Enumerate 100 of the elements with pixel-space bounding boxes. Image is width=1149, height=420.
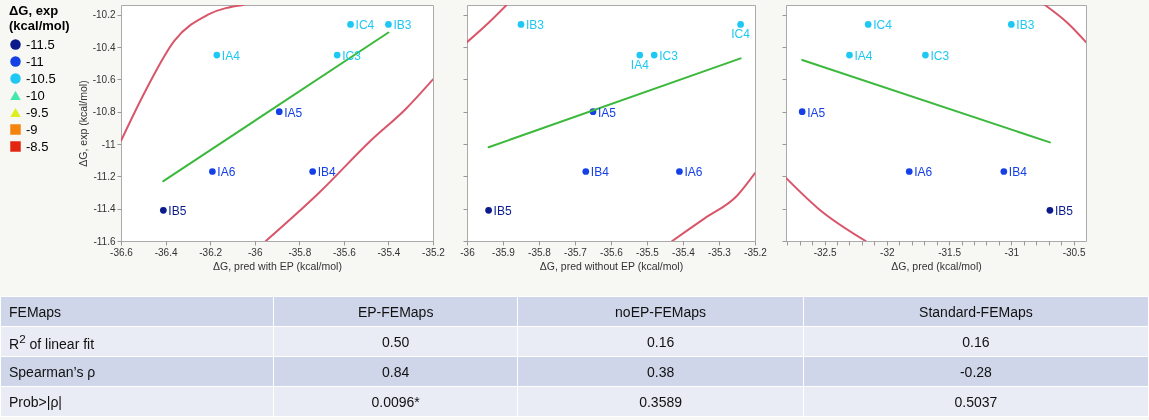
text: 0.38 (646, 363, 675, 380)
text: -0.28 (959, 363, 992, 380)
category-label: Spearman’s ρ (9, 363, 96, 380)
x-tick-label: -31.5 (938, 246, 962, 258)
data-label: IA4 (221, 49, 241, 64)
data-label: IA5 (598, 105, 617, 120)
data-label: IB5 (493, 204, 512, 219)
x-tick-label: -35.6 (600, 246, 624, 258)
point (582, 168, 590, 175)
text: 0.16 (962, 333, 990, 350)
data-label: IA6 (914, 165, 933, 180)
legend-label: -9 (26, 121, 38, 137)
data-label: IC4 (355, 18, 375, 33)
point (636, 51, 644, 59)
x-tick-label: -35.9 (492, 246, 516, 258)
category-label: Standard-FEMaps (803, 296, 1149, 327)
text: 0.16 (646, 333, 675, 350)
point (1007, 21, 1015, 28)
point (347, 21, 354, 28)
point (275, 108, 283, 116)
data-label: IB4 (1008, 165, 1028, 180)
x-tick-label: -32.5 (813, 246, 837, 258)
category-label: noEP-FEMaps (517, 296, 804, 327)
data-label: IB3 (1016, 18, 1035, 33)
point (159, 206, 167, 214)
line-series (121, 5, 245, 142)
point (213, 51, 221, 59)
legend-title: ΔG, exp (kcal/mol) (9, 3, 70, 33)
y-tick-label: -10.4 (92, 41, 116, 53)
y-tick-label: -11.4 (93, 203, 116, 215)
point (846, 51, 853, 59)
x-axis-title: ΔG, pred (kcal/mol) (891, 259, 982, 272)
point (517, 21, 525, 28)
text: 0.0096* (371, 393, 420, 410)
x-tick-label: -36.6 (110, 246, 134, 258)
data-label: IB4 (317, 165, 336, 180)
x-tick-label: -31 (1004, 246, 1020, 258)
data-label: IA5 (807, 105, 826, 120)
data-label: IC4 (731, 27, 751, 42)
x-tick-label: -36 (460, 246, 476, 258)
point (650, 51, 658, 59)
legend-label: -10.5 (26, 70, 56, 86)
x-tick-label: -35.5 (636, 246, 660, 258)
y-axis-title: ΔG, exp (kcal/mol) (76, 80, 89, 167)
y-tick-label: -11.2 (93, 170, 116, 182)
x-tick-label: -35.8 (528, 246, 552, 258)
text: 0.84 (382, 363, 410, 380)
legend-label: -9.5 (26, 104, 49, 120)
text: 0.5037 (954, 393, 998, 410)
x-tick-label: -30.5 (1062, 246, 1086, 258)
point (864, 21, 872, 28)
x-axis-title: ΔG, pred with EP (kcal/mol) (213, 259, 342, 272)
data-label: IB5 (1054, 204, 1074, 219)
point (1046, 206, 1054, 214)
legend-label: -11.5 (26, 36, 55, 52)
data-label: IC3 (659, 49, 679, 64)
line-series (264, 78, 433, 241)
data-label: IA5 (284, 105, 303, 120)
x-tick-label: -32 (880, 246, 895, 258)
data-label: IB5 (168, 204, 187, 219)
point (922, 51, 929, 59)
data-label: IB3 (393, 18, 412, 33)
x-tick-label: -36.4 (154, 246, 178, 258)
text: 0.3589 (639, 393, 682, 410)
x-tick-label: -35.2 (744, 246, 768, 258)
point (485, 206, 492, 214)
y-tick-label: -10.6 (92, 73, 116, 85)
category-label: Prob>|ρ| (9, 393, 62, 410)
data-label: IC4 (873, 18, 893, 33)
data-label: IA6 (684, 165, 703, 180)
point (905, 168, 913, 175)
legend-label: -10 (26, 87, 45, 103)
x-tick-label: -36.2 (199, 246, 223, 258)
y-tick-label: -11.6 (93, 235, 116, 247)
category-label: EP-FEMaps (273, 296, 518, 327)
point (209, 168, 216, 175)
y-tick-label: -10.2 (92, 9, 116, 21)
point (1000, 168, 1008, 175)
point (385, 21, 392, 28)
x-tick-label: -35.7 (564, 246, 588, 258)
data-label: IB4 (590, 165, 610, 180)
point (333, 51, 341, 59)
category-label: FEMaps (0, 296, 274, 327)
y-tick-label: -10.8 (92, 106, 116, 118)
data-label: IA6 (217, 165, 236, 180)
point (798, 108, 806, 116)
legend-label: -11 (26, 53, 44, 69)
data-label: IB3 (526, 18, 545, 33)
text: 0.50 (382, 333, 410, 350)
data-label: IA4 (854, 49, 873, 64)
y-tick-label: -11 (101, 138, 116, 150)
category-label: R$^{2}$ of linear fit (9, 331, 95, 352)
data-label: IA4 (630, 58, 650, 73)
x-tick-label: -35.3 (708, 246, 732, 258)
data-label: IC3 (930, 49, 950, 64)
point (676, 168, 683, 175)
x-tick-label: -35.6 (332, 246, 357, 258)
legend-label: -8.5 (26, 138, 49, 154)
x-tick-label: -35.8 (288, 246, 312, 258)
point (737, 21, 744, 28)
